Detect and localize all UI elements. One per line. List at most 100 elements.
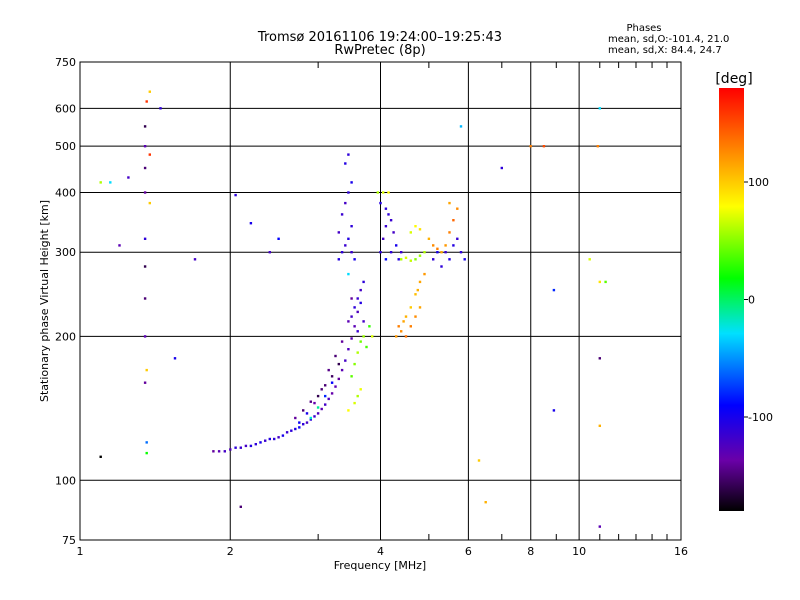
data-point [397, 258, 400, 261]
data-point [500, 166, 503, 170]
data-point [127, 176, 130, 179]
data-point [384, 207, 388, 210]
x-tick-label: 1 [77, 545, 84, 558]
data-point [350, 375, 353, 378]
data-point [298, 426, 301, 429]
data-point [244, 444, 248, 448]
data-point [371, 335, 374, 338]
data-point [264, 439, 267, 442]
data-point [337, 231, 340, 234]
data-point [344, 359, 347, 362]
data-point [347, 153, 350, 156]
colorbar-ticks: 100 0 -100 [744, 176, 773, 424]
data-point [212, 450, 215, 453]
data-point [337, 258, 340, 261]
x-tick-label: 2 [227, 545, 234, 558]
y-tick-label: 75 [62, 534, 76, 547]
data-point [249, 222, 253, 225]
data-point [400, 258, 403, 261]
data-point [285, 431, 289, 434]
data-point [427, 237, 431, 240]
x-tick-label: 16 [674, 545, 688, 558]
data-point [148, 90, 151, 93]
data-point [359, 288, 362, 292]
y-tick-label: 200 [55, 330, 76, 343]
data-point [143, 297, 147, 300]
data-point [320, 388, 323, 391]
x-tick-label: 4 [377, 545, 384, 558]
data-point [159, 107, 162, 110]
data-point [353, 306, 356, 309]
data-point [400, 251, 403, 254]
data-point [598, 280, 601, 284]
data-point [294, 416, 297, 420]
data-point [459, 251, 463, 254]
data-point [423, 251, 426, 254]
data-point [277, 237, 280, 240]
data-point [384, 258, 388, 261]
data-point [368, 325, 371, 328]
data-point [484, 501, 487, 504]
data-point [268, 437, 271, 441]
data-point [356, 330, 359, 333]
data-point [217, 450, 221, 453]
data-point [418, 280, 422, 284]
data-point [588, 258, 591, 261]
data-point [313, 415, 316, 418]
data-point [414, 258, 417, 261]
data-point [350, 315, 353, 318]
y-axis-label: Stationary phase Virtual Height [km] [38, 200, 51, 402]
data-point [418, 228, 422, 231]
data-point [353, 258, 356, 261]
data-point [324, 384, 327, 387]
data-point [302, 423, 305, 426]
data-point [327, 397, 330, 401]
data-point [350, 225, 353, 228]
data-point [254, 443, 257, 446]
data-point [362, 335, 365, 338]
data-point [456, 207, 459, 210]
data-point [359, 301, 362, 305]
data-point [316, 406, 320, 409]
data-point [397, 325, 400, 328]
data-point [389, 251, 393, 254]
data-point [598, 357, 601, 360]
data-point [337, 377, 340, 381]
data-point [404, 256, 408, 259]
data-point [239, 446, 242, 449]
data-point [309, 416, 312, 420]
data-point [359, 388, 362, 391]
data-point [350, 251, 353, 254]
data-point [350, 181, 353, 184]
data-point [418, 306, 422, 309]
data-point [148, 201, 151, 205]
data-point [414, 225, 417, 228]
data-point [598, 525, 601, 528]
data-point [409, 259, 412, 262]
data-point [223, 450, 226, 453]
y-tick-label: 600 [55, 102, 76, 115]
data-point [118, 244, 121, 247]
data-point [305, 421, 309, 424]
data-point [99, 455, 102, 458]
data-point [334, 354, 337, 358]
data-point [416, 288, 419, 292]
data-point [347, 320, 350, 323]
data-point [309, 400, 312, 403]
data-point [298, 421, 301, 424]
data-point [305, 412, 309, 415]
data-point [173, 357, 177, 360]
colorbar-tick-label: 100 [748, 176, 769, 189]
data-point [384, 225, 388, 228]
data-point [440, 265, 443, 268]
data-point [309, 418, 312, 421]
grid-lines [80, 62, 681, 540]
data-point [324, 394, 327, 398]
data-point [99, 181, 102, 184]
data-point [356, 394, 359, 398]
data-point [143, 166, 147, 170]
data-point [440, 251, 443, 254]
data-point [353, 325, 356, 328]
data-point [234, 193, 237, 197]
